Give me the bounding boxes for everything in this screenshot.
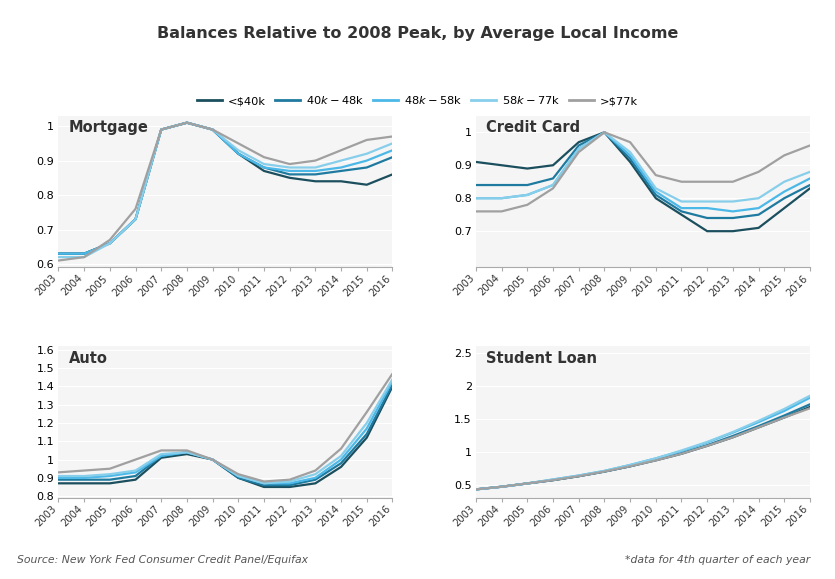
Text: Source: New York Fed Consumer Credit Panel/Equifax: Source: New York Fed Consumer Credit Pan… (17, 555, 308, 565)
Text: Auto: Auto (68, 351, 108, 366)
Legend: <$40k, $40k-$48k, $48k-$58k, $58k-$77k, >$77k: <$40k, $40k-$48k, $48k-$58k, $58k-$77k, … (193, 90, 642, 111)
Text: Balances Relative to 2008 Peak, by Average Local Income: Balances Relative to 2008 Peak, by Avera… (157, 26, 678, 41)
Text: *data for 4th quarter of each year: *data for 4th quarter of each year (625, 555, 810, 565)
Text: Credit Card: Credit Card (486, 120, 580, 135)
Text: Mortgage: Mortgage (68, 120, 149, 135)
Text: Student Loan: Student Loan (486, 351, 597, 366)
